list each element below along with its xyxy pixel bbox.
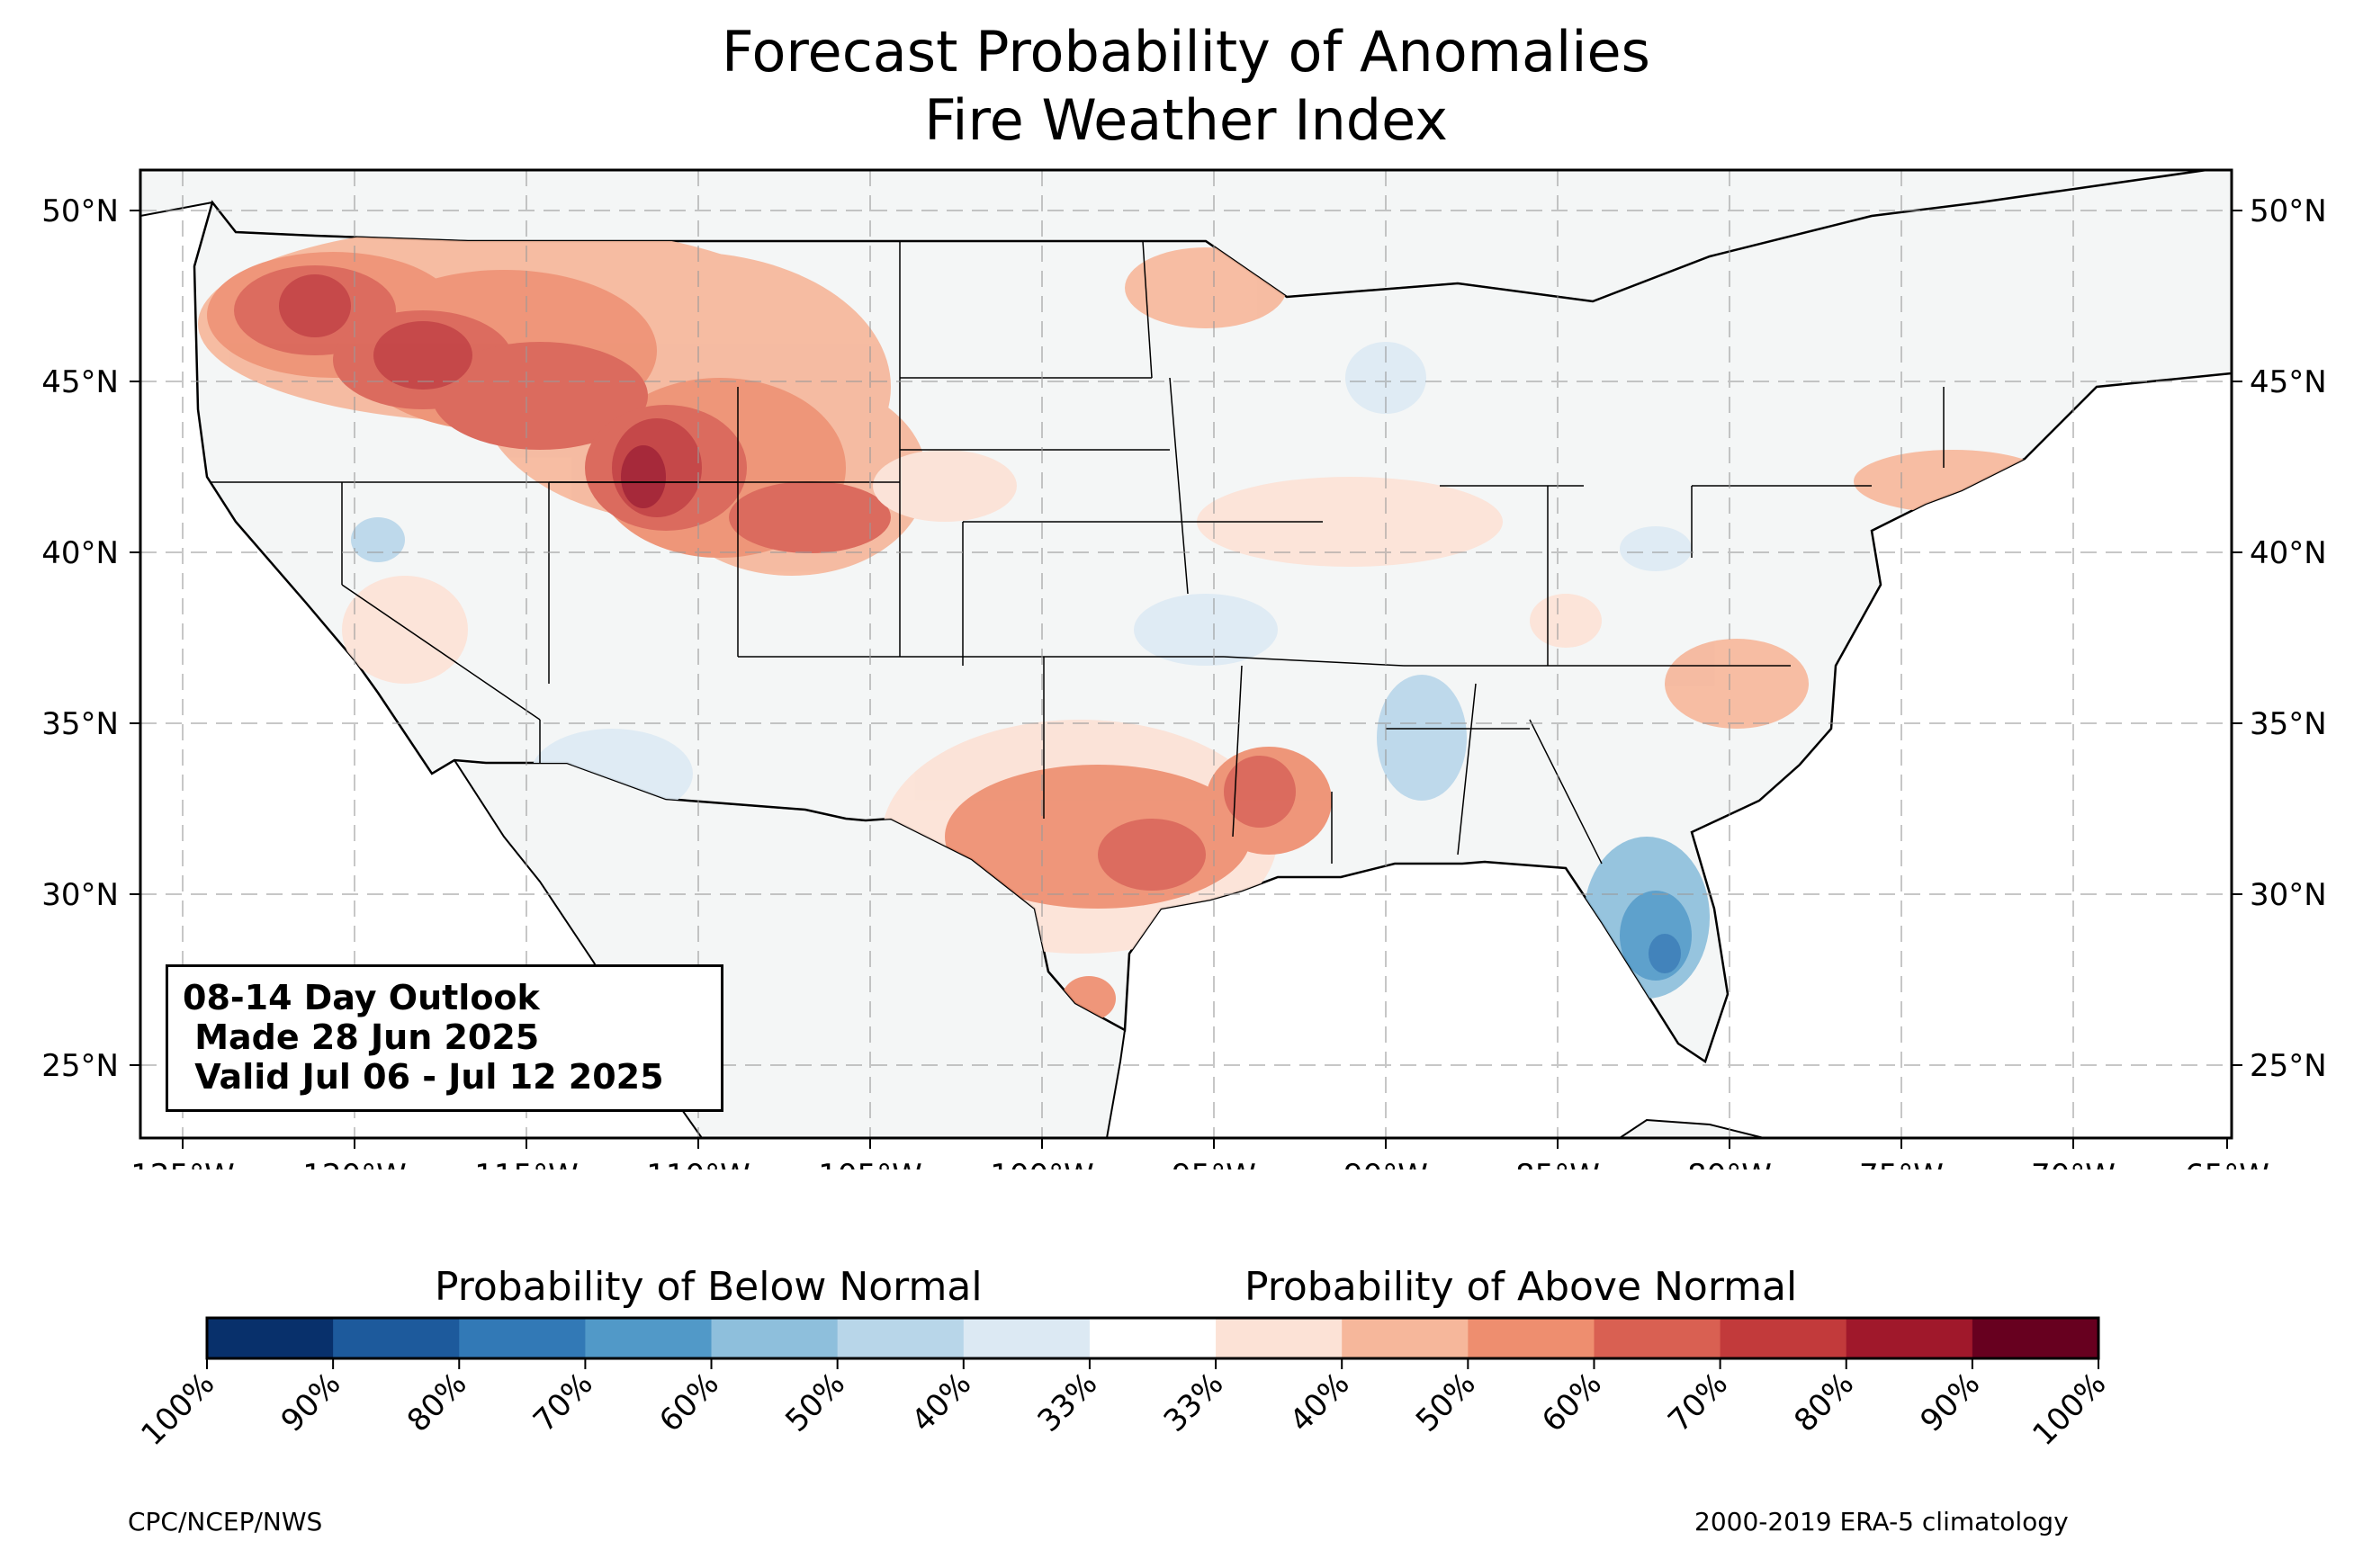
lon-label: 85°W: [1515, 1158, 1600, 1169]
lat-label-right: 25°N: [2250, 1048, 2327, 1084]
latitude-labels-left: 50°N 45°N 40°N 35°N 30°N 25°N: [41, 193, 119, 1084]
lon-label: 115°W: [474, 1158, 579, 1169]
colorbar-swatch: [1972, 1318, 2099, 1358]
colorbar-tick-label: 40%: [1283, 1366, 1357, 1439]
outlook-period: 08-14 Day Outlook: [183, 978, 540, 1017]
lat-label-right: 35°N: [2250, 706, 2327, 742]
below-normal-heading: Probability of Below Normal: [435, 1264, 983, 1310]
lat-label-right: 40°N: [2250, 535, 2327, 571]
contour-tx-60: [1098, 819, 1206, 891]
colorbar-frame: [205, 1316, 2100, 1360]
title-line-1: Forecast Probability of Anomalies: [722, 19, 1650, 85]
lon-label: 120°W: [302, 1158, 407, 1169]
state-borders: [194, 240, 1945, 865]
colorbar-swatch: [1468, 1318, 1595, 1358]
lat-label-left: 40°N: [41, 535, 119, 571]
colorbar-tick-label: 33%: [1031, 1366, 1105, 1439]
colorbar-swatches: [207, 1318, 2099, 1358]
colorbar-swatch: [711, 1318, 839, 1358]
contour-ar-60: [1224, 756, 1296, 828]
colorbar-swatch: [1720, 1318, 1847, 1358]
contour-mt-60: [432, 342, 648, 450]
colorbar-swatch: [207, 1318, 334, 1358]
outlook-info-box: 08-14 Day Outlook Made 28 Jun 2025 Valid…: [166, 964, 723, 1112]
map-ticks: [130, 210, 2242, 1149]
longitude-labels: 125°W 120°W 115°W 110°W 105°W 100°W 95°W…: [130, 1158, 2269, 1169]
outlook-made-date: Made 28 Jun 2025: [183, 1017, 540, 1057]
contour-ok-below: [1134, 594, 1278, 666]
lon-label: 95°W: [1172, 1158, 1256, 1169]
colorbar-swatch: [1342, 1318, 1469, 1358]
outlook-valid-range: Valid Jul 06 - Jul 12 2025: [183, 1057, 664, 1097]
lat-label-left: 25°N: [41, 1048, 119, 1084]
colorbar-tick-label: 50%: [1409, 1366, 1483, 1439]
lon-label: 110°W: [646, 1158, 750, 1169]
lon-label: 80°W: [1687, 1158, 1772, 1169]
lon-label: 105°W: [818, 1158, 922, 1169]
contour-co-60: [729, 481, 891, 553]
lat-label-left: 35°N: [41, 706, 119, 742]
contour-oh-below: [1620, 526, 1692, 571]
colorbar-tick-label: 40%: [904, 1366, 978, 1439]
probability-contours: [198, 225, 2052, 1021]
credit-right: 2000-2019 ERA-5 climatology: [1694, 1507, 2069, 1537]
colorbar-tick-label: 100%: [2026, 1366, 2113, 1453]
colorbar-swatch: [837, 1318, 965, 1358]
colorbar-swatch: [1089, 1318, 1217, 1358]
lat-label-right: 30°N: [2250, 877, 2327, 913]
lon-label: 100°W: [990, 1158, 1094, 1169]
credit-left: CPC/NCEP/NWS: [128, 1507, 323, 1537]
lon-label: 90°W: [1343, 1158, 1428, 1169]
colorbar-swatch: [1846, 1318, 1973, 1358]
contour-ky-40: [1530, 594, 1602, 648]
above-normal-heading: Probability of Above Normal: [1244, 1264, 1798, 1310]
colorbar-tick-label: 60%: [1535, 1366, 1609, 1439]
colorbar-ticks: 100% 90% 80% 70% 60% 50% 40% 33% 33% 40% 50% 60% 70%…: [134, 1358, 2113, 1453]
colorbar-tick-label: 80%: [400, 1366, 474, 1439]
lat-label-right: 50°N: [2250, 193, 2327, 229]
colorbar-swatch: [585, 1318, 713, 1358]
colorbar-swatch: [1216, 1318, 1343, 1358]
colorbar-swatch: [333, 1318, 460, 1358]
map-frame: [139, 168, 2233, 1140]
contour-sid-80: [621, 445, 666, 508]
contour-ne-40: [873, 450, 1017, 522]
lat-label-left: 45°N: [41, 364, 119, 400]
lon-label: 70°W: [2031, 1158, 2116, 1169]
colorbar-tick-label: 90%: [274, 1366, 348, 1439]
contour-ms-below: [1377, 675, 1467, 801]
contour-ca-40: [342, 576, 468, 684]
colorbar-tick-label: 33%: [1157, 1366, 1231, 1439]
colorbar-tick-label: 50%: [778, 1366, 852, 1439]
lat-label-left: 30°N: [41, 877, 119, 913]
colorbar-swatch: [459, 1318, 586, 1358]
graticule: [140, 170, 2232, 1138]
colorbar-swatch: [963, 1318, 1091, 1358]
colorbar-tick-label: 80%: [1787, 1366, 1861, 1439]
colorbar-tick-label: 90%: [1914, 1366, 1988, 1439]
colorbar-tick-label: 70%: [1661, 1366, 1735, 1439]
lon-label: 75°W: [1859, 1158, 1944, 1169]
map-panel: 50°N 45°N 40°N 35°N 30°N 25°N 50°N 45°N …: [41, 168, 2327, 1169]
chart-title: Forecast Probability of Anomalies Fire W…: [0, 18, 2372, 155]
contour-nc-40: [1665, 639, 1809, 729]
contour-wa-70: [279, 274, 351, 337]
colorbar-tick-label: 70%: [526, 1366, 600, 1439]
contour-mw-40: [1197, 477, 1503, 567]
contour-id-70: [373, 321, 472, 390]
title-line-2: Fire Weather Index: [924, 87, 1448, 153]
colorbar-tick-label: 100%: [134, 1366, 221, 1453]
latitude-labels-right: 50°N 45°N 40°N 35°N 30°N 25°N: [2250, 193, 2327, 1084]
lat-label-right: 45°N: [2250, 364, 2327, 400]
contour-nv-below: [351, 517, 405, 562]
lon-label: 65°W: [2185, 1158, 2269, 1169]
colorbar-tick-label: 60%: [652, 1366, 726, 1439]
contour-fl-70: [1649, 934, 1681, 973]
colorbar-swatch: [1594, 1318, 1721, 1358]
lon-label: 125°W: [130, 1158, 235, 1169]
cuba-land: [1618, 1118, 1765, 1138]
lat-label-left: 50°N: [41, 193, 119, 229]
